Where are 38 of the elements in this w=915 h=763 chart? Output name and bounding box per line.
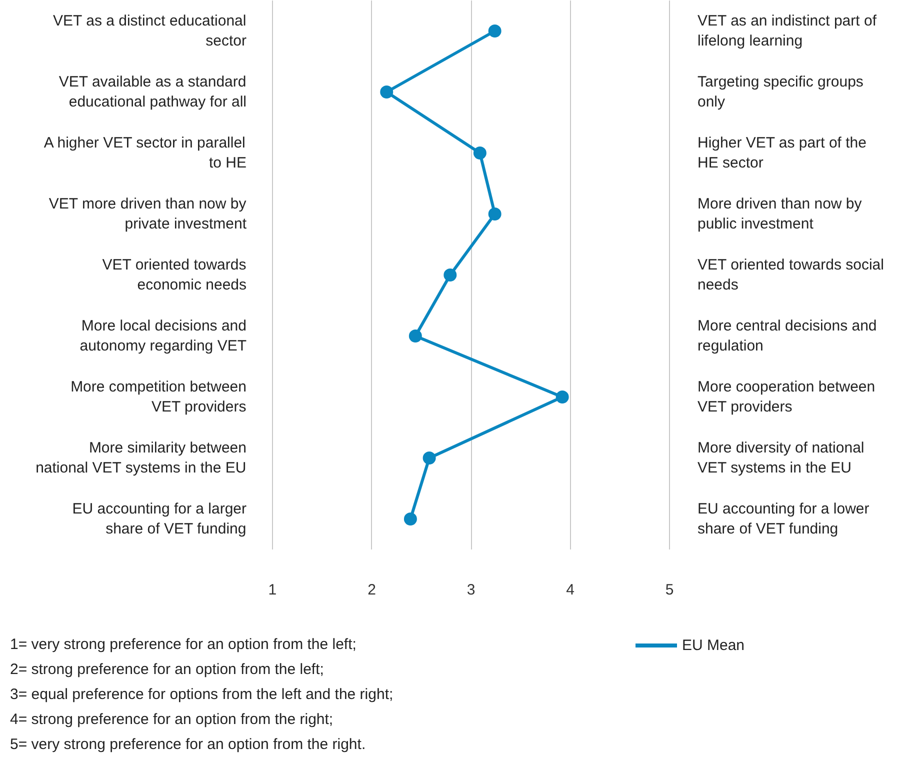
x-tick-label: 3 (466, 582, 476, 598)
text: 5= very strong preference for an option from the right. (10, 735, 367, 755)
point (473, 146, 486, 160)
y2-tick-label: More diversity of national VET systems in the EU (698, 439, 864, 477)
point (488, 208, 502, 220)
y2-tick-label: VET as an indistinct part of lifelong learning (698, 12, 878, 50)
text: 3= equal preference for options from the left and the right; (10, 685, 394, 705)
y2-tick-label: VET oriented towards social needs (698, 256, 884, 294)
y2-tick-label: EU accounting for a lower share of VET funding (698, 500, 870, 538)
y-tick-label: More competition between VET providers (70, 378, 247, 416)
point (488, 24, 502, 38)
y-tick-label: VET oriented towards economic needs (102, 256, 246, 294)
y-tick-label: A higher VET sector in parallel to HE (44, 134, 246, 172)
text: 2= strong preference for an option from the left; (10, 660, 325, 680)
text: 1= very strong preference for an option from the left; (10, 635, 358, 655)
x-tick-label: 1 (268, 582, 277, 598)
point (404, 512, 417, 526)
x-tick-label: 2 (368, 582, 376, 598)
point (408, 330, 422, 342)
text: 4= strong preference for an option from the right; (10, 710, 334, 730)
y-tick-label: More local decisions and autonomy regarding VET (80, 317, 247, 355)
y-tick-label: VET as a distinct educational sector (53, 12, 247, 50)
y-tick-label: VET available as a standard educational pathway for all (58, 73, 247, 111)
y2-tick-label: More driven than now by public investment (698, 195, 862, 233)
y2-tick-label: More central decisions and regulation (698, 317, 877, 355)
point (380, 86, 394, 98)
y2-tick-label: More cooperation between VET providers (698, 378, 876, 416)
point (444, 268, 457, 282)
y-tick-label: More similarity between national VET systems in the EU (36, 439, 247, 477)
y-tick-label: EU accounting for a larger share of VET funding (72, 500, 247, 538)
point (556, 390, 569, 404)
x-tick-label: 5 (665, 582, 674, 598)
y2-tick-label: Higher VET as part of the HE sector (698, 134, 866, 172)
y2-tick-label: Targeting specific groups only (698, 73, 864, 111)
y-tick-label: VET more driven than now by private investment (48, 195, 248, 233)
point (422, 452, 436, 464)
legend-label: EU Mean (682, 636, 745, 654)
x-tick-label: 4 (566, 582, 574, 598)
